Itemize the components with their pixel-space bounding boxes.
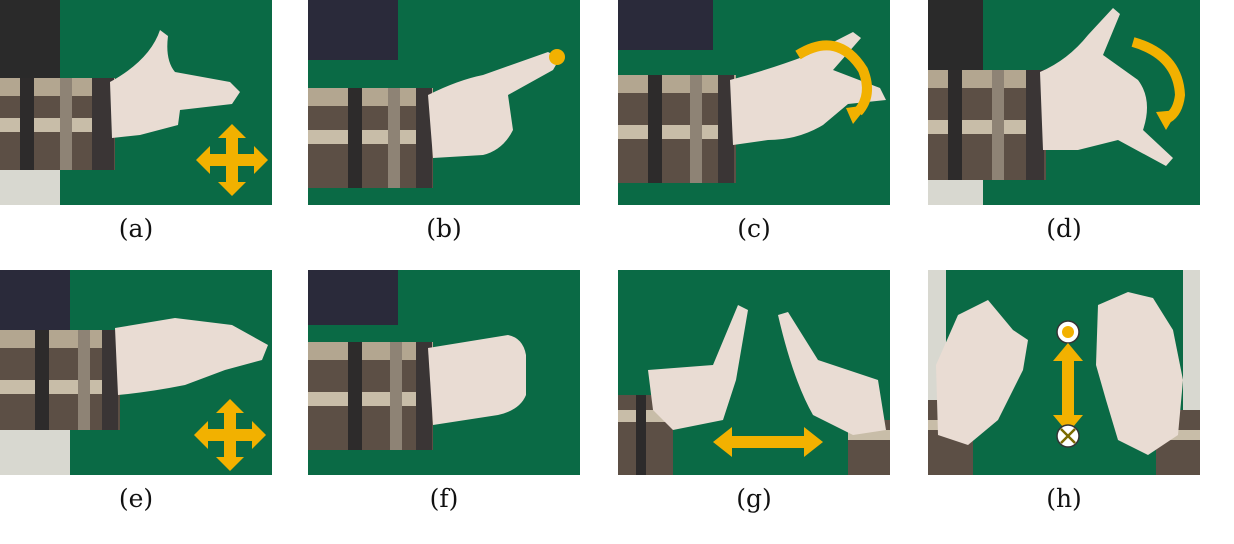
caption-h: (h) — [1046, 484, 1082, 513]
four-way-arrow-icon — [194, 399, 266, 471]
glove-fist — [428, 335, 526, 425]
glove-right-hand — [778, 312, 886, 435]
plaid-sleeve — [0, 78, 115, 170]
caption-f: (f) — [429, 484, 459, 513]
photo-gun-gesture — [618, 0, 890, 205]
panel-d: (d) — [928, 0, 1200, 243]
caption-b: (b) — [426, 214, 462, 243]
plaid-sleeve — [618, 75, 736, 183]
panel-c: (c) — [618, 0, 890, 243]
plaid-sleeve — [308, 88, 433, 188]
dot-target-icon — [1056, 320, 1080, 344]
glove-hand — [428, 52, 560, 158]
panel-h: (h) — [928, 270, 1200, 513]
panel-g: (g) — [618, 270, 890, 513]
plaid-sleeve — [928, 70, 1046, 180]
panel-f: (f) — [308, 270, 580, 513]
four-way-arrow-icon — [196, 124, 268, 196]
plaid-sleeve — [0, 330, 120, 430]
glove-right-hand — [1096, 292, 1183, 455]
caption-d: (d) — [1046, 214, 1082, 243]
panel-b: (b) — [308, 0, 580, 243]
glove-hand — [1040, 8, 1173, 166]
glove-hand — [730, 32, 886, 145]
photo-two-open-hands — [928, 270, 1200, 475]
caption-g: (g) — [736, 484, 772, 513]
rotate-arrow-icon — [1131, 37, 1186, 130]
photo-rotated-gun-gesture — [928, 0, 1200, 205]
glove-left-hand — [648, 305, 748, 430]
caption-e: (e) — [118, 484, 154, 513]
photo-pointing-finger — [308, 0, 580, 205]
dot-icon — [549, 49, 565, 65]
rotate-arrow-icon — [795, 40, 872, 124]
photo-two-pointing-fingers — [618, 270, 890, 475]
caption-c: (c) — [737, 214, 771, 243]
caption-a: (a) — [118, 214, 154, 243]
photo-fist — [308, 270, 580, 475]
cross-target-icon — [1056, 424, 1080, 448]
glove-hand — [110, 30, 240, 138]
horizontal-double-arrow-icon — [713, 427, 823, 457]
plaid-sleeve — [308, 342, 433, 450]
glove-hand — [115, 318, 268, 395]
photo-open-hand-flat — [0, 0, 272, 205]
panel-e: (e) — [0, 270, 272, 513]
panel-a: (a) — [0, 0, 272, 243]
vertical-double-arrow-icon — [1053, 343, 1083, 433]
glove-left-hand — [936, 300, 1028, 445]
photo-open-hand-side — [0, 270, 272, 475]
